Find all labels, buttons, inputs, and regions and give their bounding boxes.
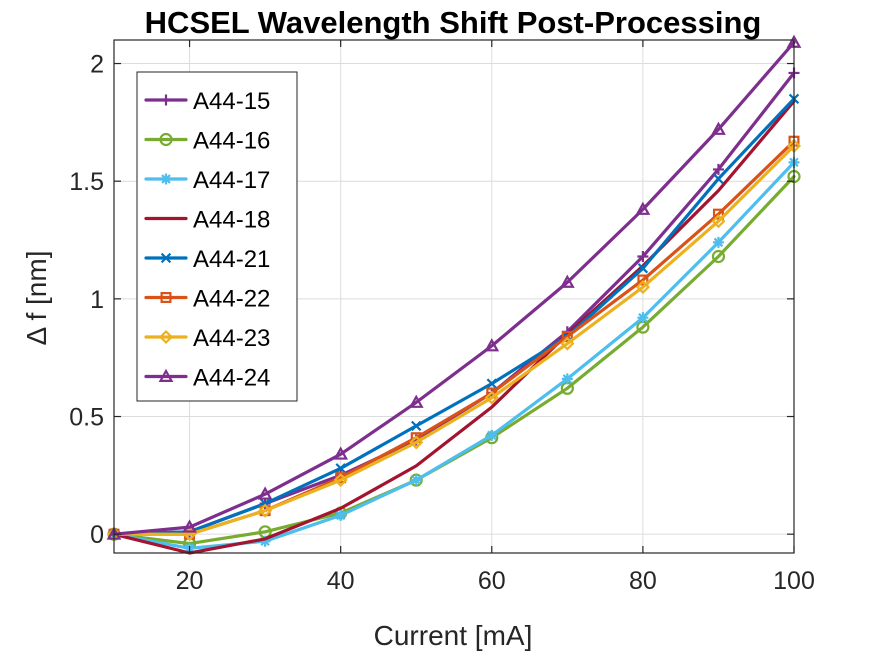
data-point-marker: [559, 274, 575, 288]
data-point-marker: [258, 503, 273, 518]
data-point-marker: [408, 394, 424, 408]
plot-frame: [113, 39, 795, 554]
data-point-marker: [560, 336, 575, 351]
data-point-marker: [561, 373, 573, 385]
data-point-marker: [711, 121, 726, 135]
legend-item-a44-22: A44-22: [144, 286, 270, 313]
data-point-marker: [335, 463, 346, 474]
data-point-marker: [637, 312, 649, 324]
data-point-marker: [711, 214, 726, 229]
legend-label: A44-15: [193, 88, 270, 115]
legend-label: A44-18: [193, 207, 270, 234]
data-point-marker: [637, 263, 649, 274]
data-point-marker: [158, 368, 174, 382]
data-point-marker: [160, 292, 172, 304]
data-point-marker: [159, 132, 173, 147]
legend-label: A44-22: [193, 286, 270, 313]
x-tick-label: 20: [176, 567, 204, 595]
x-tick-label: 40: [327, 567, 355, 595]
data-point-marker: [158, 329, 174, 345]
x-tick-label: 80: [629, 567, 657, 595]
series-line: [112, 97, 796, 536]
data-point-marker: [409, 435, 424, 450]
legend: A44-15 A44-16 A44-17 A44-18 A44-21 A44-22 A44-…: [136, 71, 298, 402]
data-point-marker: [160, 252, 172, 264]
x-tick-label: 60: [478, 567, 506, 595]
legend-item-a44-16: A44-16: [144, 128, 270, 155]
series-line: [112, 40, 796, 536]
y-tick-label: 1: [90, 286, 104, 314]
series-a44-18: [112, 99, 796, 555]
chart-title: HCSEL Wavelength Shift Post-Processing: [145, 5, 762, 40]
data-point-marker: [257, 486, 273, 500]
series-line: [112, 99, 796, 555]
x-tick-label: 100: [773, 567, 815, 595]
y-tick-label: 0: [90, 521, 104, 549]
data-point-marker: [484, 390, 499, 405]
y-tick-label: 2: [90, 51, 104, 79]
legend-label: A44-17: [193, 167, 270, 194]
data-point-marker: [712, 208, 724, 220]
legend-item-a44-23: A44-23: [144, 325, 270, 352]
series-line: [112, 144, 796, 536]
data-point-marker: [160, 173, 172, 185]
y-tick-label: 1.5: [69, 168, 104, 196]
data-point-marker: [635, 201, 651, 215]
y-tick-label: 0.5: [69, 404, 104, 432]
data-point-marker: [637, 274, 649, 286]
data-point-marker: [484, 338, 500, 352]
data-point-marker: [561, 331, 573, 343]
data-point-marker: [182, 519, 197, 533]
series-layer: [106, 34, 802, 555]
y-axis-label: Δ f [nm]: [21, 251, 52, 346]
data-point-marker: [486, 378, 497, 389]
legend-item-a44-15: A44-15: [144, 88, 270, 115]
axis-ticks: 20 40 60 80 100 0 0.5 1 1.5 2: [69, 40, 815, 595]
data-point-marker: [410, 474, 422, 486]
legend-label: A44-21: [193, 246, 270, 273]
legend-item-a44-21: A44-21: [144, 246, 270, 273]
x-axis-label: Current [mA]: [374, 620, 533, 651]
legend-item-a44-17: A44-17: [144, 167, 270, 194]
data-point-marker: [713, 173, 724, 185]
legend-label: A44-23: [193, 325, 270, 352]
data-point-marker: [711, 249, 726, 264]
data-point-marker: [712, 236, 724, 248]
legend-label: A44-16: [193, 128, 270, 155]
data-point-marker: [635, 280, 650, 295]
data-point-marker: [333, 472, 348, 488]
data-point-marker: [712, 163, 724, 175]
legend-item-a44-18: A44-18: [144, 207, 270, 234]
data-point-marker: [160, 94, 172, 106]
data-point-marker: [637, 250, 649, 262]
legend-label: A44-24: [193, 365, 270, 392]
data-point-marker: [333, 446, 349, 460]
data-point-marker: [259, 535, 271, 547]
data-point-marker: [335, 509, 347, 521]
legend-box: [136, 71, 298, 402]
data-point-marker: [411, 420, 422, 432]
data-point-marker: [486, 429, 498, 441]
legend-item-a44-24: A44-24: [144, 365, 270, 392]
